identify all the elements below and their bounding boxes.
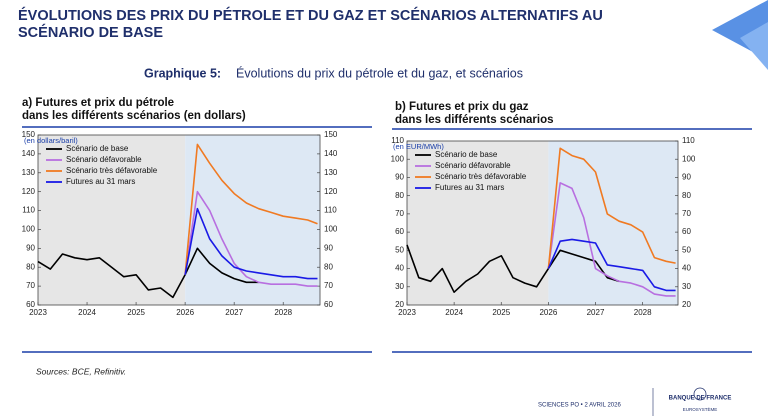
y-tick-label: 20 — [395, 300, 404, 309]
panel-title: dans les différents scénarios (en dollar… — [22, 110, 246, 122]
y2-tick-label: 50 — [682, 245, 691, 254]
series-line — [184, 190, 318, 287]
y2-tick-label: 130 — [324, 168, 338, 177]
y2-tick-label: 90 — [682, 173, 691, 182]
y-axis-label: (en EUR/MWh) — [393, 142, 444, 151]
y-tick-label: 110 — [391, 136, 404, 145]
y2-tick-label: 30 — [682, 282, 691, 291]
x-tick-label: 2028 — [274, 308, 292, 317]
logo-subtext: EUROSYSTÈME — [683, 406, 718, 412]
y-tick-label: 50 — [395, 245, 404, 254]
y-tick-label: 70 — [26, 281, 35, 290]
slide-title: SCÉNARIO DE BASE — [18, 24, 163, 41]
y2-tick-label: 70 — [324, 281, 333, 290]
x-tick-label: 2026 — [176, 308, 194, 317]
panel-title: a) Futures et prix du pétrole — [22, 97, 174, 109]
subtitle-text: Évolutions du prix du pétrole et du gaz,… — [236, 65, 523, 80]
y-tick-label: 90 — [395, 173, 404, 182]
x-tick-label: 2023 — [398, 308, 416, 317]
legend-label: Scénario défavorable — [66, 155, 142, 164]
corner-decoration — [712, 0, 768, 70]
legend-label: Futures au 31 mars — [66, 177, 135, 186]
y2-tick-label: 150 — [324, 130, 338, 139]
x-tick-label: 2023 — [29, 308, 47, 317]
y2-tick-label: 20 — [682, 300, 691, 309]
plot-frame — [37, 134, 321, 306]
y2-tick-label: 100 — [324, 225, 338, 234]
y-tick-label: 140 — [22, 149, 36, 158]
y-tick-label: 130 — [22, 168, 36, 177]
y-tick-label: 110 — [22, 206, 35, 215]
legend-label: Scénario de base — [435, 150, 498, 159]
y2-tick-label: 60 — [682, 227, 691, 236]
y2-tick-label: 70 — [682, 209, 691, 218]
y-tick-label: 60 — [26, 300, 35, 309]
history-shade — [38, 135, 186, 305]
y2-tick-label: 100 — [682, 154, 696, 163]
x-tick-label: 2025 — [127, 308, 145, 317]
legend-label: Futures au 31 mars — [435, 183, 504, 192]
x-tick-label: 2025 — [492, 308, 510, 317]
y-tick-label: 90 — [26, 243, 35, 252]
y-tick-label: 80 — [26, 262, 35, 271]
y2-tick-label: 120 — [324, 187, 338, 196]
series-line — [547, 238, 676, 292]
panel-title: dans les différents scénarios — [395, 114, 554, 126]
legend-label: Scénario défavorable — [435, 161, 511, 170]
series-line — [406, 244, 620, 293]
source: Sources: BCE, Refinitiv. — [36, 366, 126, 376]
y-tick-label: 150 — [22, 130, 36, 139]
y2-tick-label: 80 — [682, 191, 691, 200]
logo-mark — [693, 387, 707, 401]
legend-label: Scénario très défavorable — [66, 166, 158, 175]
y-tick-label: 120 — [22, 187, 36, 196]
x-tick-label: 2027 — [225, 308, 243, 317]
y-tick-label: 70 — [395, 209, 404, 218]
y2-tick-label: 110 — [324, 206, 337, 215]
y2-tick-label: 110 — [682, 136, 695, 145]
forecast-shade — [548, 141, 678, 305]
x-tick-label: 2024 — [78, 308, 96, 317]
panel-title: b) Futures et prix du gaz — [395, 101, 529, 113]
y-tick-label: 100 — [22, 225, 36, 234]
series-line — [547, 147, 676, 269]
footer-event: SCIENCES PO • 2 AVRIL 2026 — [538, 403, 621, 409]
series-line — [547, 182, 676, 297]
slide-title: ÉVOLUTIONS DES PRIX DU PÉTROLE ET DU GAZ… — [18, 7, 603, 24]
x-tick-label: 2027 — [587, 308, 605, 317]
legend-label: Scénario de base — [66, 144, 129, 153]
y-tick-label: 30 — [395, 282, 404, 291]
legend-label: Scénario très défavorable — [435, 172, 527, 181]
y2-tick-label: 140 — [324, 149, 338, 158]
y-tick-label: 40 — [395, 264, 404, 273]
x-tick-label: 2028 — [634, 308, 652, 317]
series-line — [37, 247, 259, 299]
y-tick-label: 60 — [395, 227, 404, 236]
plot-frame — [406, 140, 679, 306]
history-shade — [407, 141, 549, 305]
series-line — [184, 207, 318, 280]
y-tick-label: 80 — [395, 191, 404, 200]
y-axis-label: (en dollars/baril) — [24, 136, 78, 145]
y2-tick-label: 40 — [682, 264, 691, 273]
series-line — [184, 143, 318, 275]
decor-triangle — [740, 22, 768, 70]
y2-tick-label: 90 — [324, 243, 333, 252]
y2-tick-label: 60 — [324, 300, 333, 309]
y2-tick-label: 80 — [324, 262, 333, 271]
x-tick-label: 2024 — [445, 308, 463, 317]
x-tick-label: 2026 — [539, 308, 557, 317]
y-tick-label: 100 — [391, 154, 405, 163]
subtitle-label: Graphique 5: — [144, 66, 221, 80]
logo-text: BANQUE DE FRANCE — [669, 396, 732, 402]
